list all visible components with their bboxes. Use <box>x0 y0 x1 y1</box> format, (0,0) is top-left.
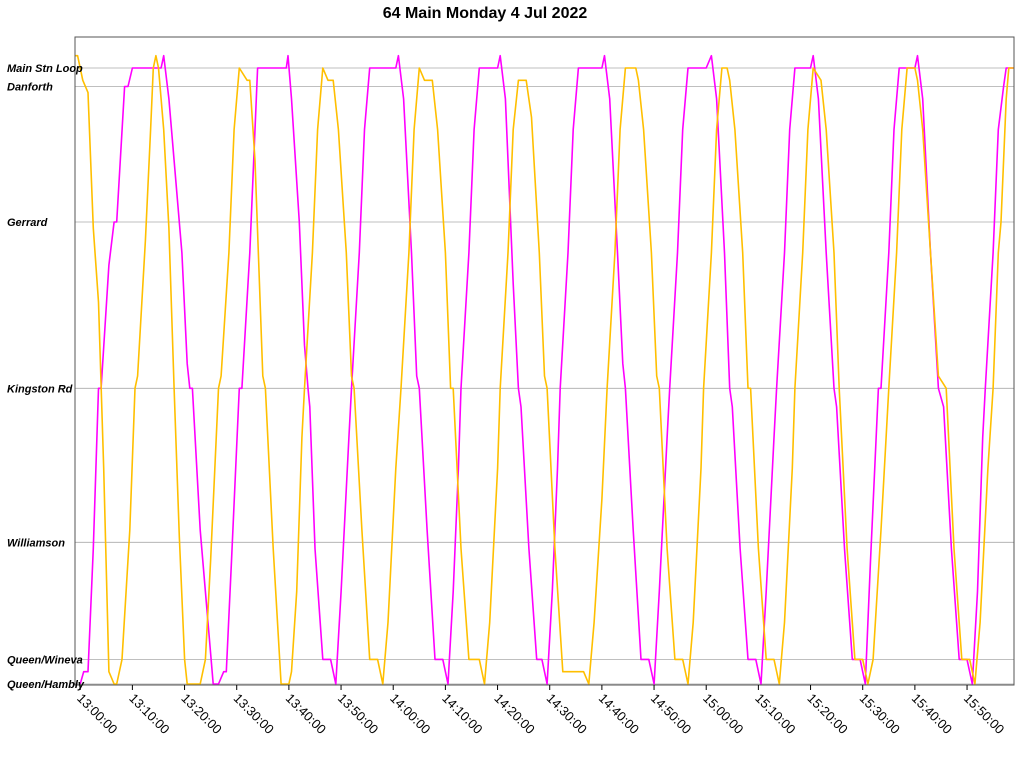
x-tick-label: 14:40:00 <box>596 691 642 737</box>
stop-label-layer: Main Stn Loop Danforth Gerrard Kingston Rd W… <box>7 63 85 691</box>
stop-label: Main Stn Loop <box>7 63 83 75</box>
series-layer <box>75 54 1014 685</box>
chart-title: 64 Main Monday 4 Jul 2022 <box>382 5 588 22</box>
x-tick-label: 15:20:00 <box>804 691 850 737</box>
x-tick-label: 13:10:00 <box>126 691 172 737</box>
stop-label: Williamson <box>7 537 65 549</box>
plot-border <box>74 36 1015 686</box>
stop-label: Gerrard <box>7 217 48 229</box>
x-tick-label: 15:50:00 <box>961 691 1007 737</box>
series-line-2 <box>75 54 1014 685</box>
stop-label: Queen/Hambly <box>7 679 85 691</box>
stop-label: Danforth <box>7 81 53 93</box>
grid-layer <box>75 67 1014 685</box>
stop-label: Queen/Wineva <box>7 654 83 666</box>
x-tick-label: 15:10:00 <box>752 691 798 737</box>
x-tick-label: 14:20:00 <box>491 691 537 737</box>
x-tick-label: 15:40:00 <box>909 691 955 737</box>
stop-label: Kingston Rd <box>7 383 73 395</box>
x-tick-label: 14:10:00 <box>439 691 485 737</box>
x-tick-label: 15:00:00 <box>700 691 746 737</box>
x-tick-label: 15:30:00 <box>857 691 903 737</box>
x-tick-label: 13:50:00 <box>335 691 381 737</box>
x-tick-label: 13:30:00 <box>231 691 277 737</box>
x-tick-label: 14:00:00 <box>387 691 433 737</box>
x-tick-label: 13:20:00 <box>178 691 224 737</box>
x-tick-label: 13:00:00 <box>74 691 120 737</box>
x-tick-label: 13:40:00 <box>283 691 329 737</box>
x-tick-label: 14:30:00 <box>544 691 590 737</box>
series-line-1 <box>79 54 1014 685</box>
x-axis-layer: 13:00:00 13:10:00 13:20:00 13:30:00 13:40:00… <box>74 685 1007 737</box>
x-tick-label: 14:50:00 <box>648 691 694 737</box>
